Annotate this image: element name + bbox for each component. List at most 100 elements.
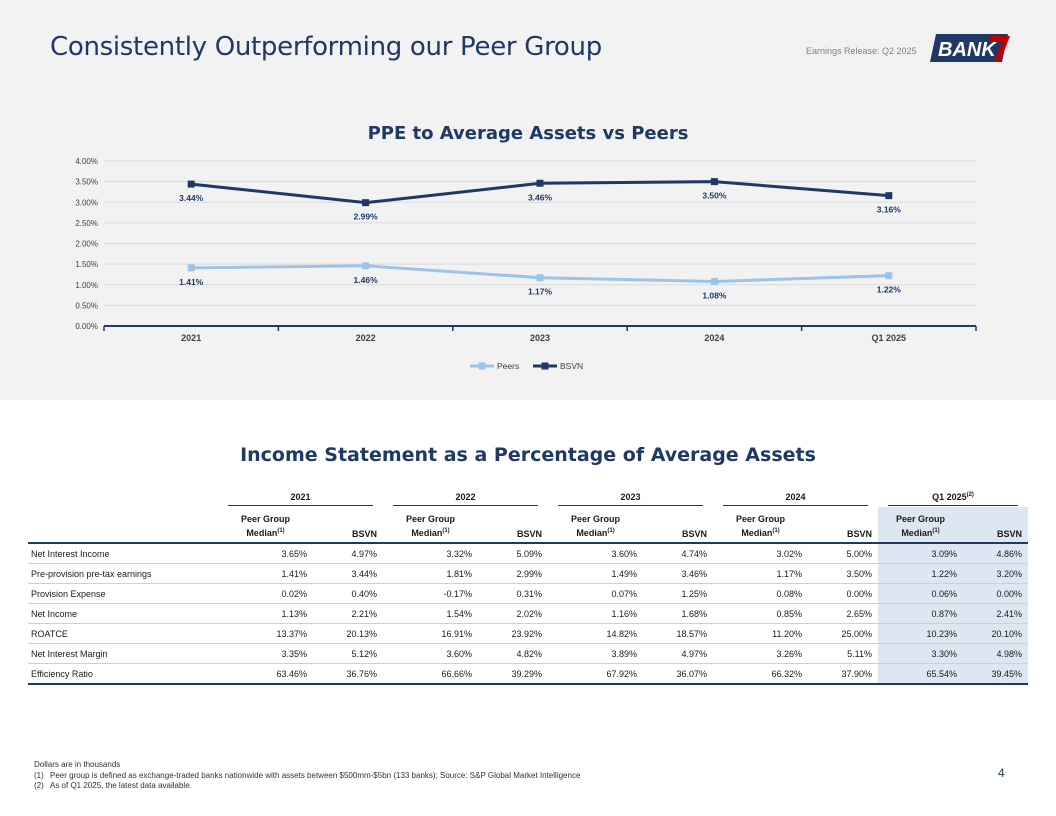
y-tick-label: 0.50% [75,301,98,310]
legend-label: BSVN [560,361,583,371]
value-cell: 18.57% [643,623,713,644]
value-cell: 3.26% [713,643,808,664]
value-cell: 4.74% [643,543,713,564]
year-header: 2022 [383,490,548,507]
data-label: 1.46% [354,275,379,285]
row-label: Net Interest Margin [28,643,218,664]
value-cell: 16.91% [383,623,478,644]
value-cell: 2.21% [313,603,383,624]
data-label: 3.50% [702,191,727,201]
data-point [362,199,370,207]
y-tick-label: 2.50% [75,219,98,228]
y-tick-label: 1.50% [75,260,98,269]
data-point [710,178,718,186]
chart-background [0,0,1056,400]
value-cell: 3.32% [383,543,478,564]
year-header: 2021 [218,490,383,507]
value-cell: 37.90% [808,663,878,685]
footnote-lead: Dollars are in thousands [34,760,121,769]
legend-swatch-marker [541,362,549,370]
value-cell: 63.46% [218,663,313,685]
y-tick-label: 1.00% [75,281,98,290]
bsvn-header: BSVN [808,507,878,544]
footnote-number: (2) [34,781,44,790]
value-cell: 0.31% [478,583,548,604]
row-label: ROATCE [28,623,218,644]
value-cell: 5.00% [808,543,878,564]
value-cell: 0.08% [713,583,808,604]
value-cell: 0.85% [713,603,808,624]
footnote-text: Peer group is defined as exchange-traded… [50,770,581,780]
footnote-2: (2) As of Q1 2025, the latest data avail… [34,781,580,792]
year-header: 2024 [713,490,878,507]
value-cell: 0.06% [878,583,963,604]
footnote-text: As of Q1 2025, the latest data available… [50,781,192,790]
y-tick-label: 4.00% [75,157,98,166]
value-cell: 11.20% [713,623,808,644]
value-cell: 39.45% [963,663,1028,685]
table-row: Pre-provision pre-tax earnings 1.41% 3.44%… [28,563,1028,584]
table-row: Net Income 1.13% 2.21% 1.54% 2.02% 1.16% 1.68%… [28,603,1028,624]
row-label: Net Interest Income [28,543,218,564]
value-cell: 3.60% [383,643,478,664]
data-point [885,272,893,280]
value-cell: 3.30% [878,643,963,664]
x-tick-label: 2023 [530,333,550,343]
income-statement-table: 2021 2022 2023 2024 Q1 2025(2) Peer Group Medi… [28,490,1028,685]
value-cell: 3.50% [808,563,878,584]
bsvn-header: BSVN [478,507,548,544]
table-row: Net Interest Margin 3.35% 5.12% 3.60% 4.82% 3… [28,643,1028,664]
peer-group-header: Peer Group Median(1) [878,507,963,544]
value-cell: 1.54% [383,603,478,624]
y-tick-label: 0.00% [75,322,98,331]
data-label: 1.41% [179,277,204,287]
value-cell: 67.92% [548,663,643,685]
value-cell: 1.68% [643,603,713,624]
value-cell: 1.13% [218,603,313,624]
value-cell: 2.99% [478,563,548,584]
data-label: 2.99% [354,212,379,222]
value-cell: 20.10% [963,623,1028,644]
release-label: Earnings Release: Q2 2025 [806,46,917,56]
data-point [536,179,544,187]
value-cell: 1.22% [878,563,963,584]
value-cell: 1.25% [643,583,713,604]
value-cell: 4.82% [478,643,548,664]
table-row: Efficiency Ratio 63.46% 36.76% 66.66% 39.29%… [28,663,1028,685]
value-cell: 1.17% [713,563,808,584]
data-point [885,192,893,200]
table-title: Income Statement as a Percentage of Aver… [240,444,816,466]
footnote-number: (1) [34,770,44,780]
year-header: 2023 [548,490,713,507]
legend-swatch-marker [478,362,486,370]
value-cell: 5.12% [313,643,383,664]
peer-group-header: Peer Group Median(1) [548,507,643,544]
logo-text: BANK [938,39,997,61]
footnotes: Dollars are in thousands (1) Peer group … [34,760,580,792]
value-cell: 3.65% [218,543,313,564]
x-tick-label: 2022 [356,333,376,343]
value-cell: 25.00% [808,623,878,644]
value-cell: 3.35% [218,643,313,664]
year-header: Q1 2025(2) [878,490,1028,507]
data-label: 1.22% [877,285,902,295]
data-label: 3.44% [179,193,204,203]
bsvn-header: BSVN [313,507,383,544]
value-cell: 5.09% [478,543,548,564]
value-cell: 0.40% [313,583,383,604]
value-cell: 1.49% [548,563,643,584]
ppe-chart: PPE to Average Assets vs Peers 0.00% 0.50… [75,123,977,371]
value-cell: 66.66% [383,663,478,685]
value-cell: 4.97% [313,543,383,564]
row-label: Provision Expense [28,583,218,604]
value-cell: 4.86% [963,543,1028,564]
value-cell: 0.02% [218,583,313,604]
data-point [187,180,195,188]
column-header-row: Peer Group Median(1) BSVN Peer Group Median(… [28,507,1028,544]
x-tick-label: Q1 2025 [872,333,907,343]
value-cell: 0.00% [963,583,1028,604]
year-header-row: 2021 2022 2023 2024 Q1 2025(2) [28,490,1028,507]
page-number: 4 [998,766,1005,780]
value-cell: 3.60% [548,543,643,564]
x-tick-label: 2024 [704,333,724,343]
